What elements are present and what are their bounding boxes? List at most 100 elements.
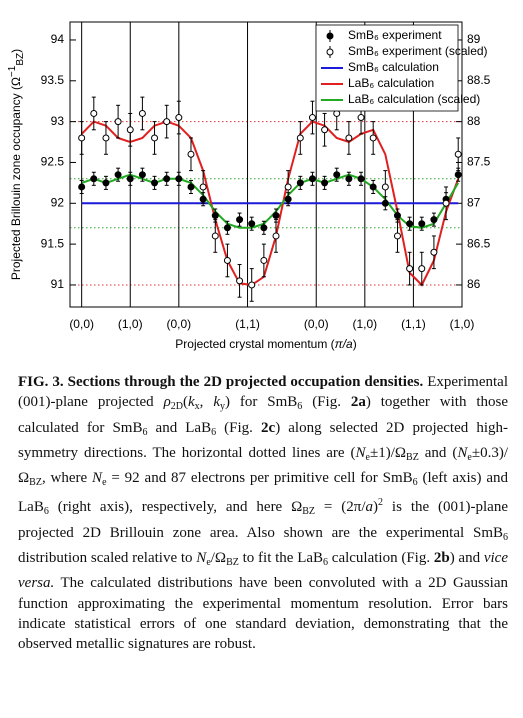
caption-text: (right axis), respectively, and here Ω	[48, 499, 303, 516]
data-point	[308, 175, 316, 183]
caption-i: vice versa.	[18, 550, 508, 592]
label-text: Projected crystal momentum (	[175, 337, 334, 351]
caption-text: ) together with those calculated for SmB	[18, 394, 508, 436]
caption-sub: 6	[43, 506, 49, 518]
caption-b: 2c	[261, 419, 276, 436]
caption-sub: 6	[503, 531, 508, 543]
caption-text: to fit the LaB	[238, 550, 324, 567]
data-point	[357, 175, 365, 183]
data-point	[345, 134, 353, 142]
x-tick-label: (1,1)	[235, 317, 260, 331]
data-point	[248, 220, 256, 228]
caption-sub: e	[467, 451, 472, 463]
x-tick-label: (1,0)	[450, 317, 475, 331]
caption-b: 2a	[350, 394, 366, 411]
caption-i: N	[196, 550, 207, 567]
caption-text: calculation (Fig.	[328, 550, 434, 567]
caption-text: = (2π/	[315, 499, 366, 516]
y2-tick-label: 87.5	[467, 155, 491, 169]
caption-sub: BZ	[29, 477, 42, 489]
label-text: )	[9, 49, 23, 53]
data-point	[223, 224, 231, 232]
label-sub: BZ	[15, 53, 26, 66]
y-tick-label: 92.5	[41, 155, 65, 169]
data-point	[430, 216, 438, 224]
caption-sub: 6	[297, 401, 303, 413]
caption-text: (left axis) and LaB	[18, 470, 508, 516]
caption-sub: e	[102, 477, 107, 489]
caption-text: Experimental (001)-plane projected	[18, 374, 509, 411]
caption-sub: 6	[211, 426, 217, 438]
caption-i: N	[355, 444, 366, 461]
data-point	[151, 134, 159, 142]
caption-sub: e	[365, 451, 370, 463]
data-point	[284, 183, 292, 191]
y2-tick-label: 88	[467, 114, 481, 128]
data-point	[90, 175, 98, 183]
data-point	[199, 183, 207, 191]
data-point	[187, 183, 195, 191]
data-point	[211, 212, 219, 220]
data-point	[211, 232, 219, 240]
data-point	[175, 175, 183, 183]
caption-sup: 2	[378, 497, 384, 509]
x-tick-label: (1,0)	[118, 317, 143, 331]
caption-b: Sections through the 2D projected occupa…	[67, 374, 424, 390]
legend-swatch	[326, 48, 334, 56]
x-tick-label: (1,0)	[352, 317, 377, 331]
caption-i: N	[457, 444, 468, 461]
data-point	[102, 134, 110, 142]
data-point	[406, 220, 414, 228]
figure-caption: FIG. 3. Sections through the 2D projecte…	[18, 372, 508, 655]
data-point	[114, 118, 122, 126]
caption-sub: 2D	[170, 401, 183, 413]
data-point	[393, 212, 401, 220]
caption-sub: BZ	[226, 557, 239, 569]
data-point	[345, 175, 353, 183]
y2-tick-label: 86.5	[467, 236, 491, 250]
data-point	[223, 256, 231, 264]
x-tick-label: (0,0)	[69, 317, 94, 331]
data-point	[126, 126, 134, 134]
caption-text: ±0.3)/Ω	[18, 444, 509, 487]
data-point	[138, 171, 146, 179]
y-tick-label: 94	[51, 32, 65, 46]
legend-label: SmB₆ calculation	[348, 60, 439, 74]
caption-i: ρ	[163, 394, 171, 411]
caption-text: = 92 and 87 electrons per primitive cell…	[106, 470, 413, 487]
caption-text: , where	[41, 470, 93, 487]
data-point	[381, 183, 389, 191]
caption-text: is the (001)-plane projected 2D Brilloui…	[18, 499, 508, 541]
data-point	[151, 179, 159, 187]
caption-sub: 6	[412, 477, 418, 489]
y-tick-label: 91.5	[41, 236, 65, 250]
y2-tick-label: 87	[467, 195, 481, 209]
data-point	[442, 199, 450, 207]
data-point	[78, 183, 86, 191]
caption-text: (Fig.	[216, 419, 262, 436]
label-i: π/a	[335, 337, 353, 351]
data-point	[126, 175, 134, 183]
caption-text: ±1)/Ω	[370, 444, 407, 461]
y2-tick-label: 89	[467, 32, 481, 46]
data-point	[296, 179, 304, 187]
caption-text: (	[183, 394, 188, 411]
data-point	[369, 183, 377, 191]
data-point	[296, 134, 304, 142]
x-tick-label: (0,0)	[166, 317, 191, 331]
caption-i: N	[92, 470, 103, 487]
data-point	[236, 277, 244, 285]
data-point	[248, 281, 256, 289]
data-point	[138, 109, 146, 117]
data-point	[454, 171, 462, 179]
data-point	[163, 118, 171, 126]
data-point	[236, 216, 244, 224]
plot-frame	[69, 21, 463, 308]
legend-swatch	[326, 32, 334, 40]
y-tick-label: 93	[51, 114, 65, 128]
caption-i: a	[365, 499, 374, 516]
caption-sub: e	[206, 557, 211, 569]
series-line	[80, 120, 460, 287]
data-point	[114, 171, 122, 179]
